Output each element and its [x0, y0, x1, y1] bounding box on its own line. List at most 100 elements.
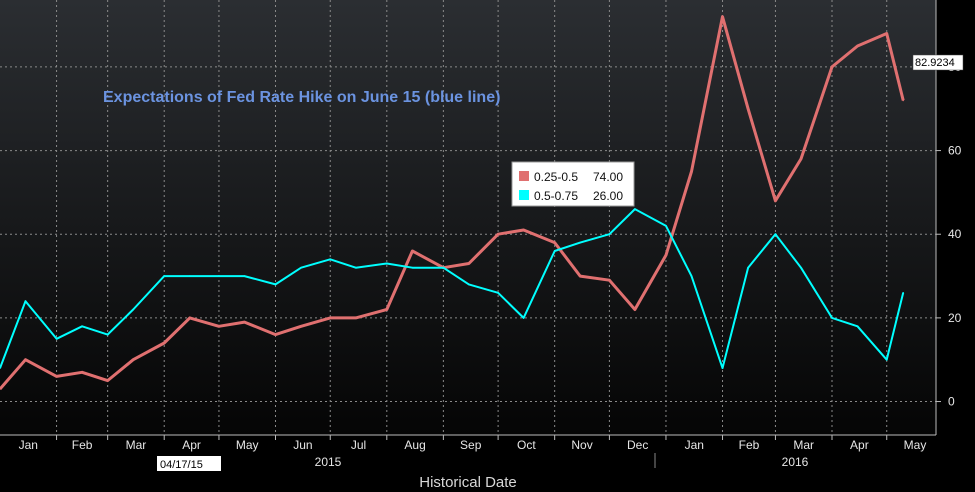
data-point-series-1 [831, 317, 833, 319]
year-label-2016: 2016 [782, 455, 809, 469]
data-point-series-1 [55, 338, 58, 340]
x-tick-label: Nov [571, 438, 592, 452]
x-tick-label: Feb [739, 438, 760, 452]
data-point-series-1 [634, 208, 636, 210]
data-point-series-0 [132, 358, 134, 361]
x-tick-label: Apr [182, 438, 201, 452]
data-point-series-0 [522, 229, 525, 231]
data-point-series-1 [132, 308, 134, 311]
legend-value-0: 74.00 [593, 170, 623, 184]
x-tick-label: Mar [793, 438, 814, 452]
data-point-series-0 [24, 358, 27, 361]
data-point-series-0 [329, 317, 332, 319]
data-point-series-1 [0, 367, 1, 369]
x-axis-label: Historical Date [419, 474, 517, 491]
data-point-series-0 [579, 275, 581, 277]
data-point-series-1 [386, 262, 388, 265]
data-point-series-1 [329, 258, 332, 261]
chart-title: Expectations of Fed Rate Hike on June 15… [103, 89, 500, 106]
data-point-series-0 [355, 317, 357, 319]
x-tick-label: Sep [460, 438, 482, 452]
data-point-series-1 [468, 283, 470, 286]
plot-background [0, 0, 936, 435]
x-tick-label: Jan [685, 438, 704, 452]
data-point-series-1 [553, 250, 556, 252]
data-point-series-1 [497, 292, 499, 294]
y-tick-label: 40 [948, 227, 962, 241]
legend[interactable]: 0.25-0.5 74.00 0.5-0.75 26.00 [511, 161, 635, 207]
data-point-series-0 [634, 308, 636, 311]
x-tick-label: Oct [517, 438, 536, 452]
data-point-series-1 [274, 283, 277, 286]
x-tick-label: May [904, 438, 927, 452]
data-point-series-0 [800, 158, 802, 160]
cursor-date-label[interactable]: 04/17/15 [157, 456, 221, 471]
data-point-series-1 [902, 292, 904, 294]
data-point-series-1 [189, 275, 191, 277]
x-tick-label: Jul [351, 438, 366, 452]
data-point-series-0 [274, 333, 277, 336]
data-point-series-0 [411, 250, 414, 252]
data-point-series-1 [856, 325, 859, 328]
data-point-series-0 [608, 279, 611, 282]
data-point-series-0 [163, 342, 165, 344]
data-point-series-1 [442, 266, 445, 269]
data-point-series-1 [747, 266, 749, 269]
y-tick-label: 0 [948, 395, 955, 409]
data-point-series-1 [608, 233, 611, 235]
data-point-series-0 [831, 66, 833, 68]
data-point-series-1 [163, 275, 165, 277]
x-tick-label: Aug [404, 438, 425, 452]
data-point-series-0 [106, 379, 109, 382]
data-point-series-1 [106, 333, 109, 336]
data-point-series-0 [690, 170, 693, 173]
data-point-series-1 [665, 225, 667, 227]
last-value-text: 82.9234 [915, 57, 955, 69]
data-point-series-0 [902, 99, 904, 102]
data-point-series-0 [497, 233, 499, 235]
x-tick-label: Mar [126, 438, 147, 452]
data-point-series-0 [774, 200, 777, 202]
series-line-1 [0, 208, 905, 370]
data-point-series-1 [355, 266, 357, 269]
data-point-series-0 [747, 108, 749, 110]
data-point-series-1 [774, 233, 777, 235]
data-point-series-0 [468, 262, 470, 265]
y-tick-label: 60 [948, 144, 962, 158]
grid-lines [0, 0, 936, 435]
data-point-series-0 [0, 388, 1, 390]
data-point-series-0 [300, 325, 302, 328]
legend-value-1: 26.00 [593, 189, 623, 203]
data-point-series-0 [189, 317, 191, 319]
x-tick-label: Jan [19, 438, 38, 452]
legend-box [511, 161, 635, 207]
data-point-series-0 [856, 45, 859, 47]
x-tick-label: May [236, 438, 259, 452]
y-axis-ticks: 020406080 [936, 60, 962, 409]
series-lines [0, 15, 905, 390]
series-line-0 [0, 15, 905, 390]
legend-swatch-0 [519, 171, 529, 181]
data-point-series-0 [665, 254, 667, 256]
x-tick-label: Apr [850, 438, 869, 452]
legend-label-0: 0.25-0.5 [534, 170, 578, 184]
data-point-series-0 [386, 308, 388, 311]
data-point-series-1 [81, 325, 83, 328]
data-point-series-1 [522, 317, 525, 319]
last-value-flag: 82.9234 [912, 54, 964, 71]
data-point-series-1 [24, 300, 27, 303]
data-point-series-0 [885, 32, 888, 35]
data-point-series-1 [721, 367, 724, 369]
data-point-series-0 [81, 371, 83, 374]
year-label-2015: 2015 [315, 455, 342, 469]
x-tick-label: Jun [293, 438, 312, 452]
data-point-series-1 [300, 266, 302, 269]
data-point-series-1 [800, 266, 802, 269]
x-tick-label: Dec [627, 438, 648, 452]
data-point-series-1 [411, 266, 414, 269]
cursor-date-text: 04/17/15 [160, 459, 203, 471]
data-point-series-0 [218, 325, 220, 328]
x-axis-ticks: Jan Feb Mar Apr May Jun Jul Aug Sep Oct Nov Dec Jan F… [19, 435, 927, 452]
